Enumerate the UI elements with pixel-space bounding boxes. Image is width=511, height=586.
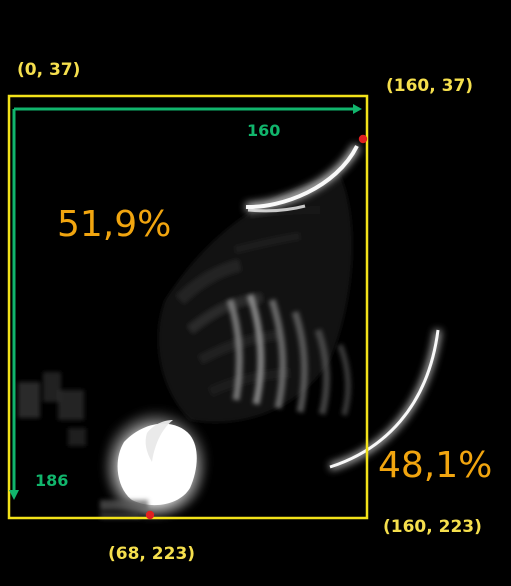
top-right-marker — [358, 134, 368, 144]
left-region-percent: 51,9% — [57, 204, 172, 245]
bright-blob — [104, 407, 208, 517]
width-arrow — [14, 104, 362, 114]
lower-right-arc — [329, 329, 442, 471]
height-arrow — [9, 109, 19, 500]
dark-left-structures — [18, 372, 148, 519]
width-label: 160 — [247, 121, 281, 140]
ribbed-structures — [226, 293, 352, 416]
top-left-coord-label: (0, 37) — [17, 60, 81, 80]
height-label: 186 — [35, 471, 69, 490]
bottom-point-coord-label: (68, 223) — [108, 544, 196, 564]
bottom-right-coord-label: (160, 223) — [383, 517, 482, 537]
bottom-point-marker — [145, 510, 155, 520]
right-region-percent: 48,1% — [378, 445, 493, 486]
top-right-coord-label: (160, 37) — [386, 76, 474, 96]
yellow-bounding-box — [7, 94, 369, 520]
upper-arc — [245, 143, 361, 213]
